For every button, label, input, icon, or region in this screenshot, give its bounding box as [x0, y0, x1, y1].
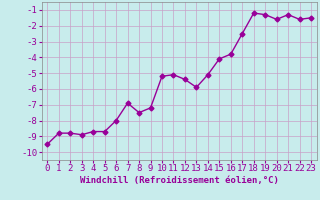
X-axis label: Windchill (Refroidissement éolien,°C): Windchill (Refroidissement éolien,°C)	[80, 176, 279, 185]
